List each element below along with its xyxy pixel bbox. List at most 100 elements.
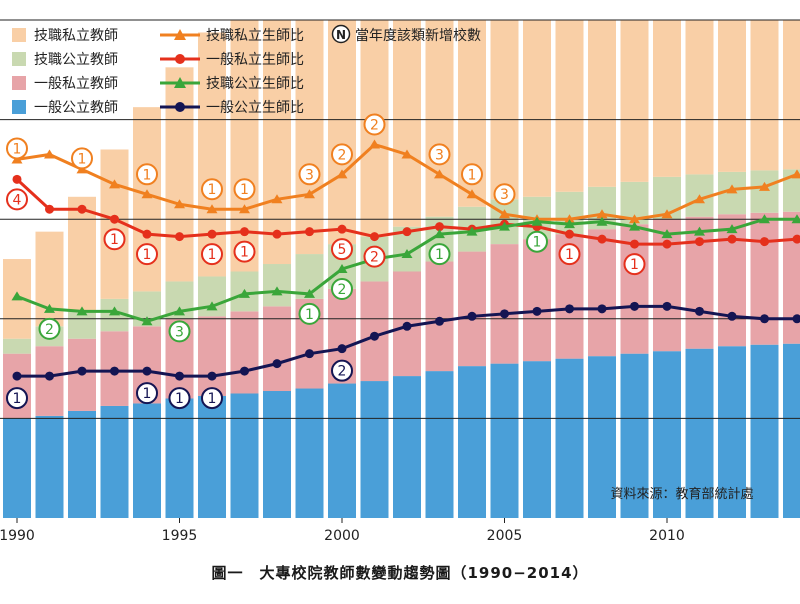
- badge-count: 1: [630, 257, 639, 273]
- figure-caption: 圖一 大專校院教師數變動趨勢圖（1990−2014）: [0, 562, 800, 583]
- badge-count: 1: [13, 141, 22, 157]
- data-point: [305, 349, 314, 358]
- x-tick-label: 2010: [649, 528, 685, 544]
- new-school-count-badge: 1: [7, 138, 27, 158]
- bar-segment: [783, 344, 800, 518]
- bar-segment: [166, 67, 194, 281]
- bar-segment: [328, 20, 356, 244]
- badge-count: 3: [175, 324, 184, 340]
- bar-segment: [166, 398, 194, 518]
- badge-count: 1: [468, 167, 477, 183]
- legend-marker: [175, 102, 185, 112]
- bar-segment: [3, 339, 31, 354]
- x-tick-label: 2000: [324, 528, 360, 544]
- bar-segment: [361, 281, 389, 381]
- data-point: [630, 302, 639, 311]
- new-school-count-badge: 1: [7, 388, 27, 408]
- bar-segment: [751, 170, 779, 212]
- badge-count: 2: [338, 364, 347, 380]
- bar-segment: [231, 311, 259, 393]
- data-point: [760, 237, 769, 246]
- bar-segment: [101, 406, 129, 518]
- data-point: [598, 235, 607, 244]
- bar-segment: [588, 20, 616, 187]
- new-school-count-badge: 4: [7, 189, 27, 209]
- new-school-count-badge: 1: [202, 244, 222, 264]
- legend-label: 技職私立生師比: [206, 28, 304, 44]
- new-school-count-badge: 3: [495, 184, 515, 204]
- x-tick-label: 1995: [162, 528, 198, 544]
- bar-segment: [198, 396, 226, 518]
- new-school-count-badge: 1: [300, 304, 320, 324]
- new-school-count-badge: 1: [527, 232, 547, 252]
- new-school-count-badge: 5: [332, 239, 352, 259]
- data-point: [45, 205, 54, 214]
- data-point: [338, 225, 347, 234]
- data-point: [208, 230, 217, 239]
- data-point: [273, 359, 282, 368]
- new-school-count-badge: 1: [202, 179, 222, 199]
- data-point: [175, 232, 184, 241]
- bar-segment: [263, 391, 291, 518]
- new-school-count-badge: 1: [560, 244, 580, 264]
- bar-segment: [198, 32, 226, 276]
- data-point: [695, 307, 704, 316]
- data-point: [533, 307, 542, 316]
- x-tick-label: 1990: [0, 528, 35, 544]
- badge-count: 3: [500, 187, 509, 203]
- bar-layer: [3, 20, 800, 518]
- data-point: [695, 237, 704, 246]
- bar-segment: [426, 262, 454, 372]
- data-point: [728, 235, 737, 244]
- x-axis: 19901995200020052010201: [0, 518, 800, 544]
- data-point: [728, 312, 737, 321]
- data-point: [240, 227, 249, 236]
- new-school-count-badge: 1: [430, 244, 450, 264]
- legend-swatch: [12, 52, 26, 66]
- data-point: [598, 304, 607, 313]
- bar-segment: [783, 212, 800, 344]
- legend-swatch: [12, 76, 26, 90]
- badge-count: 1: [175, 391, 184, 407]
- bar-segment: [491, 244, 519, 364]
- data-point: [663, 302, 672, 311]
- new-school-count-badge: 3: [430, 144, 450, 164]
- badge-count: 1: [240, 182, 249, 198]
- data-point: [78, 205, 87, 214]
- bar-segment: [556, 20, 584, 192]
- legend-label: 技職公立教師: [34, 52, 118, 68]
- x-tick-label: 2005: [487, 528, 523, 544]
- legend-label: 一般公立生師比: [206, 100, 304, 116]
- badge-count: 1: [565, 247, 574, 263]
- data-point: [143, 367, 152, 376]
- bar-segment: [523, 239, 551, 361]
- bar-segment: [751, 20, 779, 170]
- badge-count: 4: [13, 192, 22, 208]
- data-point: [13, 372, 22, 381]
- new-school-count-badge: 3: [170, 321, 190, 341]
- badge-count: 1: [208, 391, 217, 407]
- badge-count: 1: [240, 245, 249, 261]
- data-point: [370, 232, 379, 241]
- data-point: [110, 367, 119, 376]
- bar-segment: [718, 214, 746, 346]
- new-school-count-badge: 1: [72, 148, 92, 168]
- new-school-count-badge: 2: [332, 361, 352, 381]
- badge-count: 1: [78, 151, 87, 167]
- bar-segment: [686, 217, 714, 349]
- badge-count: 1: [143, 167, 152, 183]
- badge-count: 1: [143, 386, 152, 402]
- legend-swatch: [12, 28, 26, 42]
- badge-count: 1: [208, 247, 217, 263]
- data-point: [208, 372, 217, 381]
- bar-segment: [328, 384, 356, 518]
- bar-segment: [133, 403, 161, 518]
- badge-count: 1: [533, 235, 542, 251]
- new-school-count-badge: 2: [40, 319, 60, 339]
- bar-segment: [751, 213, 779, 345]
- data-point: [403, 322, 412, 331]
- data-point: [468, 312, 477, 321]
- badge-count: 1: [13, 391, 22, 407]
- legend-swatch: [12, 100, 26, 114]
